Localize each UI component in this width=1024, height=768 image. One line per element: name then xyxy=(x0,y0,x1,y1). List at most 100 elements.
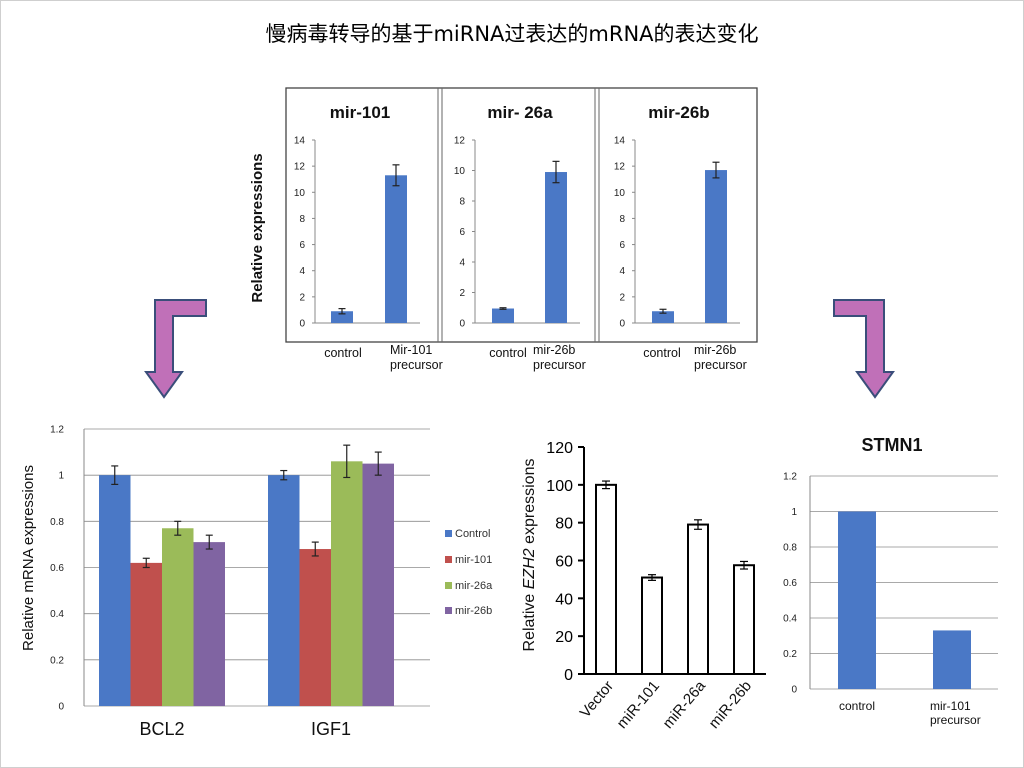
legend-label: mir-101 xyxy=(455,554,492,566)
y-tick-label: 1.2 xyxy=(50,425,64,436)
bar xyxy=(492,308,514,323)
error-bar xyxy=(142,557,150,569)
bar xyxy=(933,630,971,689)
slide-title: 慢病毒转导的基于miRNA过表达的mRNA的表达变化 xyxy=(265,22,759,46)
top-y-axis-label: Relative expressions xyxy=(249,153,266,302)
y-tick-label: 1.2 xyxy=(783,472,797,483)
y-tick-label: 1 xyxy=(791,507,797,518)
y-tick-label: 14 xyxy=(614,136,626,147)
bar xyxy=(331,311,353,323)
y-tick-label: 2 xyxy=(299,292,305,303)
bar xyxy=(162,528,194,706)
error-bar xyxy=(602,480,610,490)
y-tick-label: 0 xyxy=(459,319,465,330)
panel-title: mir-26b xyxy=(648,103,709,122)
x-tick-label: miR-26b xyxy=(706,678,755,732)
legend-swatch xyxy=(445,582,452,589)
bar xyxy=(385,175,407,323)
x-tick-label: Vector xyxy=(577,678,617,722)
y-tick-label: 6 xyxy=(299,240,305,251)
y-tick-label: 0.4 xyxy=(783,614,797,625)
bar xyxy=(331,461,363,706)
y-tick-label: 8 xyxy=(299,214,305,225)
y-axis-label: Relative EZH2 expressions xyxy=(521,459,538,652)
chart-title: STMN1 xyxy=(861,435,922,455)
legend-label: mir-26a xyxy=(455,580,493,592)
bar xyxy=(652,311,674,323)
y-tick-label: 4 xyxy=(619,266,625,277)
error-bar xyxy=(694,519,702,530)
x-tick-label: control xyxy=(839,699,875,713)
y-tick-label: 40 xyxy=(555,591,573,608)
error-bar xyxy=(343,444,351,479)
error-bar xyxy=(205,534,213,550)
x-tick-label: BCL2 xyxy=(139,719,184,739)
legend-swatch xyxy=(445,530,452,537)
y-tick-label: 120 xyxy=(546,440,573,457)
y-tick-label: 0.4 xyxy=(50,609,64,620)
error-bar xyxy=(648,574,656,581)
error-bar xyxy=(392,164,400,187)
y-tick-label: 60 xyxy=(555,554,573,571)
x-tick-label: miR-26a xyxy=(660,677,710,732)
legend-swatch xyxy=(445,556,452,563)
y-tick-label: 6 xyxy=(619,240,625,251)
y-tick-label: 0 xyxy=(299,319,305,330)
y-tick-label: 1 xyxy=(58,471,64,482)
x-tick-label: mir-26b precursor xyxy=(533,343,586,372)
x-tick-label: mir-101 precursor xyxy=(930,699,981,727)
bar xyxy=(130,562,162,706)
y-tick-label: 0 xyxy=(564,667,573,684)
bar xyxy=(595,483,617,676)
bar xyxy=(268,475,300,706)
bar xyxy=(193,542,225,706)
error-bar xyxy=(280,469,288,481)
down-arrow-right-icon xyxy=(833,299,895,399)
y-tick-label: 0 xyxy=(619,319,625,330)
bar xyxy=(299,549,331,706)
y-tick-label: 100 xyxy=(546,478,573,495)
error-bar xyxy=(499,307,507,310)
y-axis-label: Relative mRNA expressions xyxy=(20,465,37,651)
y-tick-label: 0.2 xyxy=(50,655,64,666)
x-tick-label: control xyxy=(324,346,362,360)
y-tick-label: 10 xyxy=(614,188,626,199)
bar xyxy=(545,172,567,323)
y-tick-label: 0.6 xyxy=(783,578,797,589)
error-bar xyxy=(374,451,382,476)
x-tick-label: mir-26b precursor xyxy=(694,343,747,372)
bar xyxy=(733,564,755,676)
top-chart-box xyxy=(285,87,758,343)
x-tick-label: miR-101 xyxy=(614,678,663,732)
y-tick-label: 12 xyxy=(614,162,626,173)
y-tick-label: 2 xyxy=(619,292,625,303)
y-tick-label: 4 xyxy=(299,266,305,277)
y-tick-label: 8 xyxy=(619,214,625,225)
error-bar xyxy=(712,161,720,179)
error-bar xyxy=(111,465,119,485)
y-tick-label: 10 xyxy=(454,166,466,177)
error-bar xyxy=(552,160,560,184)
y-tick-label: 6 xyxy=(459,227,465,238)
legend-swatch xyxy=(445,607,452,614)
y-tick-label: 20 xyxy=(555,629,573,646)
error-bar xyxy=(338,308,346,315)
bar xyxy=(838,511,876,689)
y-tick-label: 0.8 xyxy=(783,543,797,554)
legend-label: mir-26b xyxy=(455,605,492,617)
x-tick-label: IGF1 xyxy=(311,719,351,739)
bar xyxy=(705,170,727,323)
legend-label: Control xyxy=(455,528,490,540)
down-arrow-left-icon xyxy=(144,299,207,399)
y-tick-label: 2 xyxy=(459,288,465,299)
y-tick-label: 0 xyxy=(58,702,64,713)
error-bar xyxy=(659,308,667,314)
bar xyxy=(641,576,663,676)
bar xyxy=(687,523,709,676)
x-tick-label: Mir-101 precursor xyxy=(390,343,443,372)
x-tick-label: control xyxy=(489,346,527,360)
y-tick-label: 12 xyxy=(454,136,466,147)
error-bar xyxy=(311,541,319,557)
y-tick-label: 0 xyxy=(791,685,797,696)
